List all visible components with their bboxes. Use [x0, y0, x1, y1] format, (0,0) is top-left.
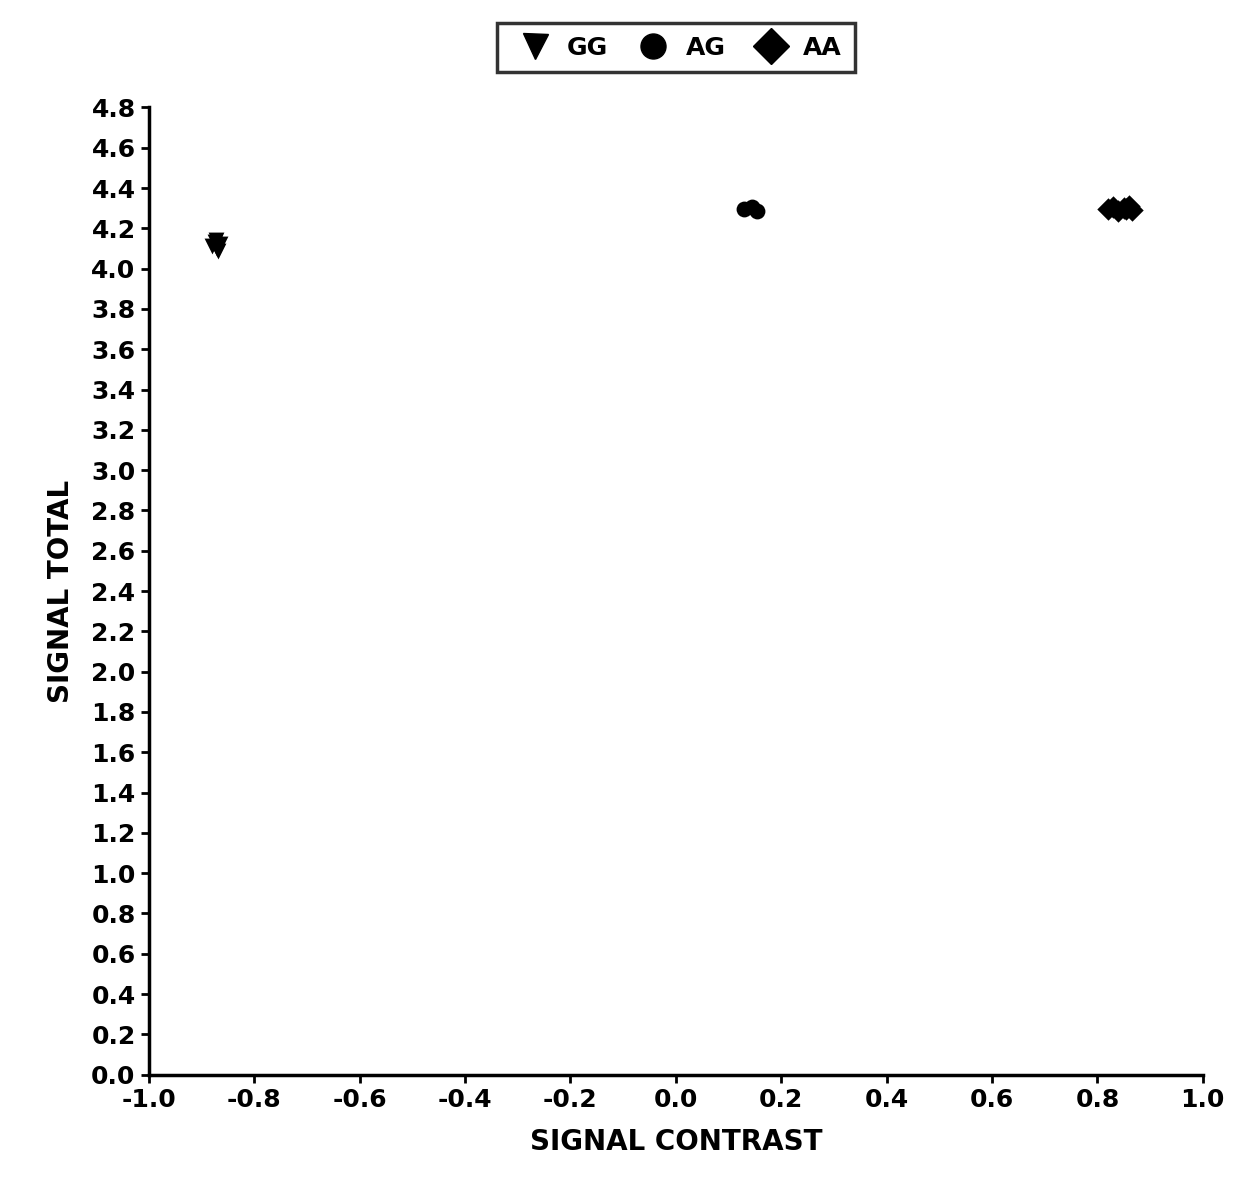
Point [1122, 201, 1142, 220]
Point [734, 199, 754, 219]
Point [202, 236, 222, 256]
Point [1109, 202, 1128, 221]
Y-axis label: SIGNAL TOTAL: SIGNAL TOTAL [47, 480, 74, 702]
Point [748, 202, 768, 221]
Point [207, 239, 227, 258]
Point [208, 241, 228, 260]
Point [743, 198, 763, 217]
Point [210, 235, 229, 254]
Point [1116, 199, 1136, 219]
Point [1114, 198, 1133, 217]
Legend: GG, AG, AA: GG, AG, AA [497, 23, 854, 73]
Point [1099, 199, 1118, 219]
Point [206, 230, 226, 250]
Point [1104, 198, 1123, 217]
Point [205, 233, 224, 252]
X-axis label: SIGNAL CONTRAST: SIGNAL CONTRAST [529, 1128, 822, 1157]
Point [1118, 197, 1138, 216]
